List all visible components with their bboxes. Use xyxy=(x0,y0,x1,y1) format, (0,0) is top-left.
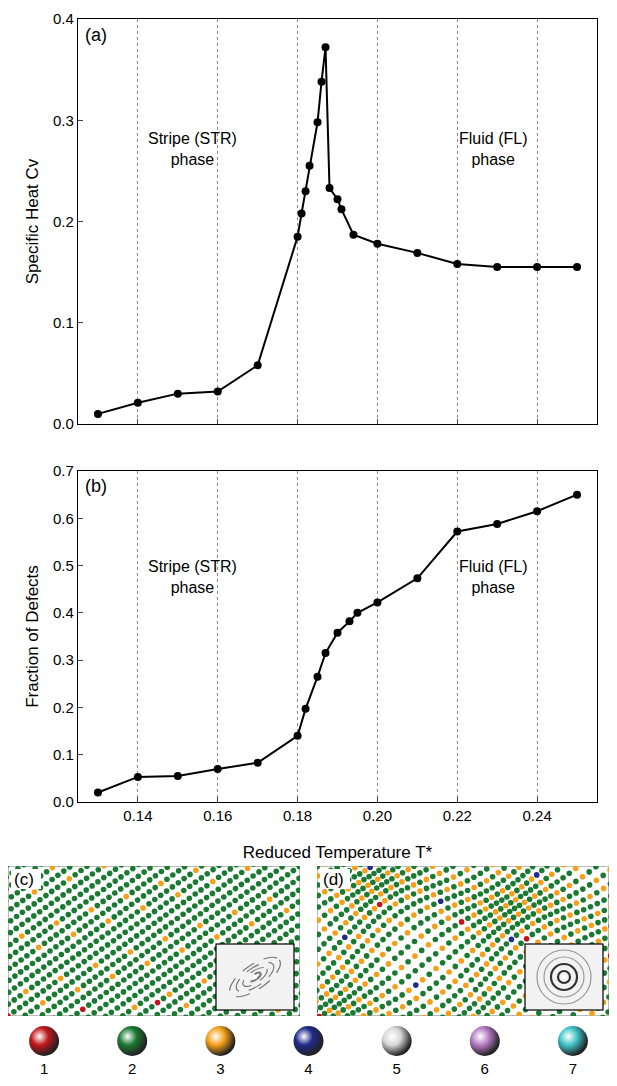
svg-text:7: 7 xyxy=(569,1060,577,1077)
svg-text:1: 1 xyxy=(40,1060,48,1077)
svg-text:0.6: 0.6 xyxy=(53,510,74,527)
svg-text:0.2: 0.2 xyxy=(53,699,74,716)
svg-text:0.14: 0.14 xyxy=(123,807,152,824)
svg-text:0.1: 0.1 xyxy=(53,314,74,331)
svg-text:3: 3 xyxy=(216,1060,224,1077)
svg-text:0.0: 0.0 xyxy=(53,415,74,432)
svg-text:(a): (a) xyxy=(85,25,107,45)
svg-text:0.4: 0.4 xyxy=(53,10,74,27)
svg-text:0.20: 0.20 xyxy=(363,807,392,824)
svg-text:0.3: 0.3 xyxy=(53,651,74,668)
svg-text:Stripe (STR)phase: Stripe (STR)phase xyxy=(148,130,237,168)
svg-text:0.3: 0.3 xyxy=(53,112,74,129)
svg-text:(c): (c) xyxy=(14,870,34,889)
svg-text:Reduced Temperature T*: Reduced Temperature T* xyxy=(243,843,433,862)
svg-text:0.18: 0.18 xyxy=(283,807,312,824)
svg-text:Fluid (FL)phase: Fluid (FL)phase xyxy=(459,130,527,168)
svg-text:0.7: 0.7 xyxy=(53,462,74,479)
svg-text:0.1: 0.1 xyxy=(53,746,74,763)
svg-text:0.0: 0.0 xyxy=(53,793,74,810)
svg-text:0.16: 0.16 xyxy=(203,807,232,824)
svg-text:4: 4 xyxy=(304,1060,312,1077)
svg-text:0.24: 0.24 xyxy=(523,807,552,824)
svg-text:6: 6 xyxy=(481,1060,489,1077)
svg-text:Stripe (STR)phase: Stripe (STR)phase xyxy=(148,558,237,596)
svg-text:2: 2 xyxy=(128,1060,136,1077)
svg-text:Specific Heat Cv: Specific Heat Cv xyxy=(23,158,42,284)
svg-text:0.22: 0.22 xyxy=(443,807,472,824)
svg-text:(b): (b) xyxy=(85,476,107,496)
svg-text:0.4: 0.4 xyxy=(53,604,74,621)
svg-text:Fluid (FL)phase: Fluid (FL)phase xyxy=(459,558,527,596)
svg-text:0.5: 0.5 xyxy=(53,557,74,574)
svg-text:5: 5 xyxy=(392,1060,400,1077)
svg-text:Fraction of Defects: Fraction of Defects xyxy=(23,565,42,708)
svg-text:(d): (d) xyxy=(323,870,344,889)
svg-text:0.2: 0.2 xyxy=(53,213,74,230)
